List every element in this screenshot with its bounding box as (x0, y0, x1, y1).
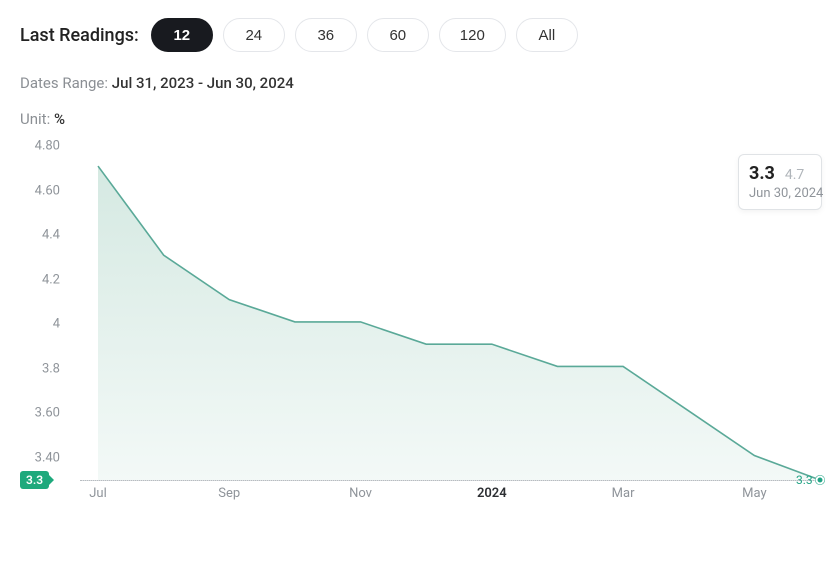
end-point-label: 3.3 (796, 473, 813, 487)
readings-pill-24[interactable]: 24 (223, 18, 285, 52)
y-tick-label: 3.8 (42, 361, 60, 376)
tooltip-date: Jun 30, 2024 (749, 186, 811, 201)
readings-pill-36[interactable]: 36 (295, 18, 357, 52)
y-tick-label: 4.2 (42, 272, 60, 287)
y-tick-label: 3.40 (35, 450, 60, 465)
x-tick-label: Sep (218, 486, 240, 501)
tooltip-secondary-value: 4.7 (785, 167, 804, 183)
y-axis-labels: 4.804.604.44.243.83.603.403.3 (20, 146, 68, 481)
x-tick-label: Nov (349, 486, 372, 501)
chart-area-fill (98, 166, 820, 480)
readings-pill-120[interactable]: 120 (439, 18, 506, 52)
y-tick-label: 4.4 (42, 228, 60, 243)
reference-line (80, 480, 820, 481)
x-tick-label: Mar (612, 486, 635, 501)
readings-pill-all[interactable]: All (516, 18, 578, 52)
readings-label: Last Readings: (20, 25, 139, 46)
unit-label: Unit: (20, 110, 50, 128)
chart-area: 4.804.604.44.243.83.603.403.3 3.3 JulSep… (20, 146, 820, 516)
y-tick-label: 4 (53, 317, 60, 332)
readings-pill-60[interactable]: 60 (367, 18, 429, 52)
chart-plot[interactable]: 3.3 (80, 146, 820, 481)
chart-tooltip: 3.3 4.7 Jun 30, 2024 (738, 154, 822, 210)
dates-range-label: Dates Range: (20, 74, 108, 92)
tooltip-primary-value: 3.3 (749, 163, 775, 184)
y-current-badge: 3.3 (20, 471, 49, 489)
unit-value: % (54, 110, 65, 128)
chart-svg (80, 146, 820, 480)
y-tick-label: 4.80 (35, 139, 60, 154)
x-tick-label: May (742, 486, 766, 501)
x-tick-label: 2024 (477, 486, 507, 501)
readings-pill-group: 12 24 36 60 120 All (151, 18, 578, 52)
readings-pill-12[interactable]: 12 (151, 18, 213, 52)
end-point-marker (816, 476, 825, 485)
x-axis-labels: Jul Sep Nov 2024 Mar May (80, 486, 820, 508)
dates-range-value: Jul 31, 2023 - Jun 30, 2024 (112, 74, 294, 92)
x-tick-label: Jul (89, 486, 107, 501)
dates-range-line: Dates Range: Jul 31, 2023 - Jun 30, 2024 (20, 74, 820, 92)
readings-control-row: Last Readings: 12 24 36 60 120 All (20, 18, 820, 52)
y-tick-label: 4.60 (35, 183, 60, 198)
unit-line: Unit: % (20, 110, 820, 128)
y-tick-label: 3.60 (35, 406, 60, 421)
